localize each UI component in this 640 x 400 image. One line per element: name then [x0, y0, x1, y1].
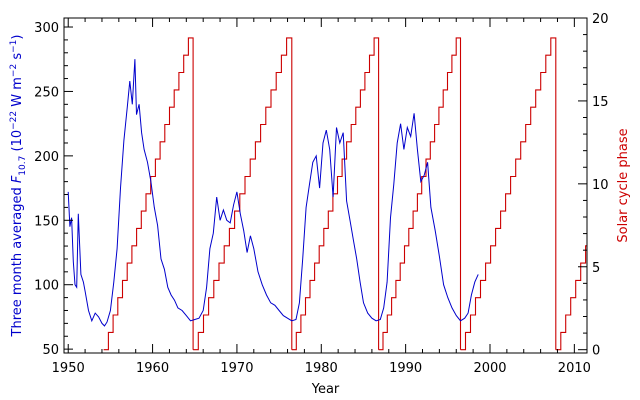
- left-y-axis-label-part: −1: [9, 40, 19, 53]
- x-tick-label-2010: 2010: [558, 361, 591, 376]
- phase-cycle-5: [460, 37, 557, 351]
- x-tick-label-2000: 2000: [473, 361, 506, 376]
- left-y-axis-label-part: −2: [9, 64, 19, 77]
- left-y-axis-label-part: W m: [10, 77, 25, 111]
- x-tick-label-1970: 1970: [220, 361, 253, 376]
- y-left-tick-label-50: 50: [42, 343, 59, 358]
- left-y-axis-label: Three month averaged F10.7 (10−22 W m−2 …: [9, 35, 28, 338]
- x-axis-label: Year: [311, 382, 340, 397]
- x-tick-label-1950: 1950: [52, 361, 85, 376]
- phase-cycle-4: [378, 37, 462, 351]
- y-right-tick-label-20: 20: [592, 12, 609, 27]
- left-y-axis-label-part: s: [10, 53, 25, 64]
- plot-frame: [63, 17, 588, 354]
- x-tick-label-1990: 1990: [389, 361, 422, 376]
- left-y-axis-label-part: ): [10, 35, 25, 40]
- left-y-axis-label-part: Three month averaged: [10, 183, 25, 337]
- phase-cycle-1: [103, 37, 194, 351]
- x-tick-label-1980: 1980: [305, 361, 338, 376]
- y-left-tick-label-200: 200: [34, 150, 59, 165]
- phase-cycle-3: [291, 37, 380, 351]
- left-y-axis-label-part: 10.7: [18, 156, 28, 176]
- y-right-tick-label-10: 10: [592, 178, 609, 193]
- left-y-axis-label-part: −22: [9, 111, 19, 130]
- f107-series-line: [67, 59, 479, 327]
- right-y-axis-label: Solar cycle phase: [616, 128, 631, 242]
- y-right-tick-label-0: 0: [592, 344, 600, 359]
- y-left-tick-label-100: 100: [34, 279, 59, 294]
- left-y-axis-label-part: F: [10, 175, 25, 183]
- y-right-tick-label-5: 5: [592, 261, 600, 276]
- x-tick-label-1960: 1960: [136, 361, 169, 376]
- phase-cycle-2: [193, 37, 293, 351]
- phase-cycle-6: [555, 245, 587, 351]
- y-left-tick-label-300: 300: [34, 21, 59, 36]
- y-left-tick-label-250: 250: [34, 85, 59, 100]
- left-y-axis-label-part: (10: [10, 130, 25, 156]
- y-left-tick-label-150: 150: [34, 214, 59, 229]
- y-right-tick-label-15: 15: [592, 95, 609, 110]
